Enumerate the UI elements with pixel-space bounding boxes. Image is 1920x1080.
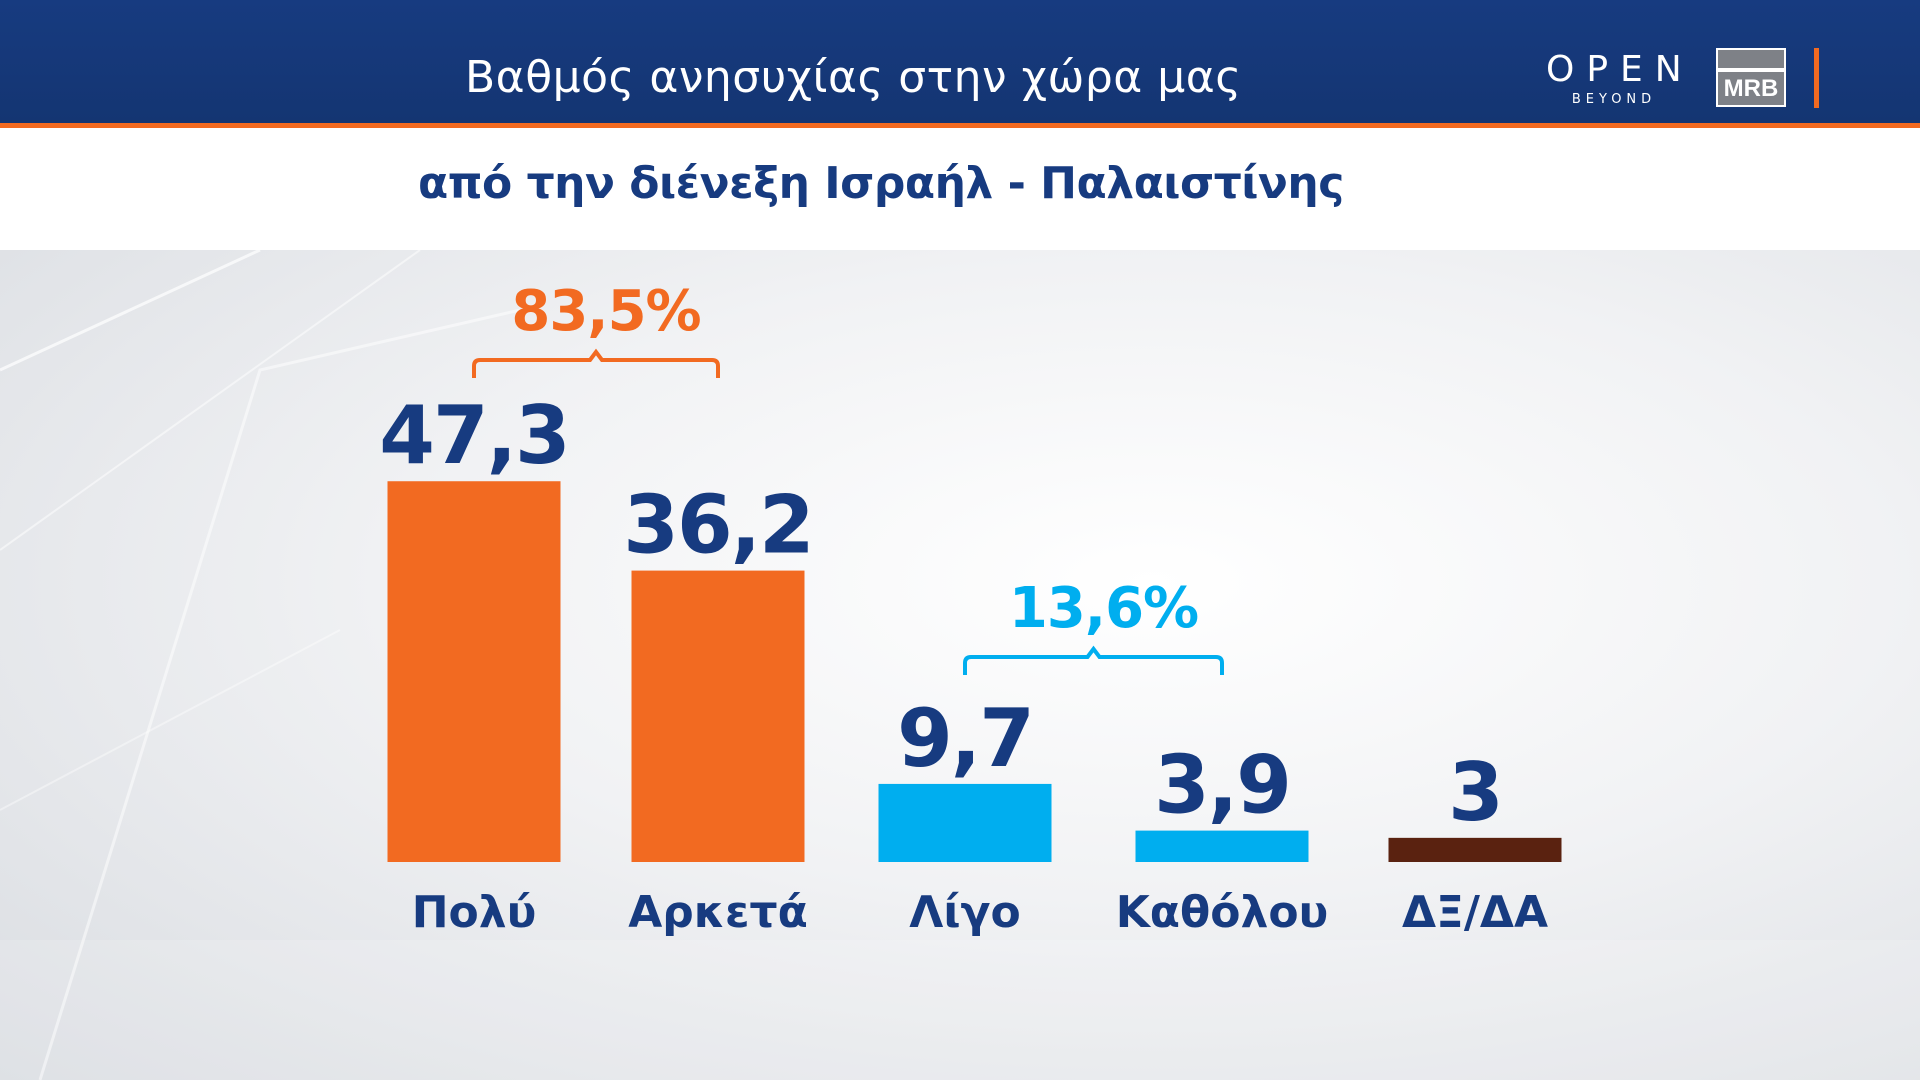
open-logo: OPEN	[1546, 49, 1694, 90]
bar-4	[1135, 830, 1309, 862]
group-total-label: 83,5%	[511, 279, 700, 344]
logo-separator	[1814, 48, 1819, 108]
page-title: Βαθμός ανησυχίας στην χώρα μας	[465, 52, 1242, 103]
bar-chart: 47,3 Πολύ 36,2 Αρκετά 9,7 Λίγο 3,9 Καθόλου 3 ΔΞ/Δ…	[379, 279, 1562, 938]
open-logo-tagline: BEYOND	[1571, 92, 1657, 107]
bar-value-label: 3,9	[1154, 739, 1290, 832]
bar-value-label: 3	[1448, 746, 1502, 839]
bar-2	[631, 570, 805, 862]
group-brace-2	[963, 645, 1224, 675]
bar-value-label: 47,3	[379, 389, 568, 482]
group-brace-1	[472, 348, 720, 378]
group-total-label: 13,6%	[1009, 576, 1198, 641]
chart-subtitle: από την διένεξη Ισραήλ - Παλαιστίνης	[418, 158, 1344, 209]
category-label: Λίγο	[909, 887, 1020, 938]
category-label: ΔΞ/ΔΑ	[1402, 887, 1548, 938]
background-decoration	[0, 250, 1920, 1080]
mrb-logo: MRB	[1716, 48, 1786, 107]
category-label: Αρκετά	[628, 887, 808, 938]
mrb-logo-text: MRB	[1718, 72, 1784, 105]
bar-3	[878, 783, 1052, 862]
header-accent-stripe	[0, 123, 1920, 128]
bar-1	[387, 481, 561, 862]
header-bar	[0, 0, 1920, 123]
mrb-logo-top-block	[1718, 50, 1784, 68]
category-label: Καθόλου	[1116, 887, 1329, 938]
bar-value-label: 36,2	[623, 479, 812, 572]
chart-area: 47,3 Πολύ 36,2 Αρκετά 9,7 Λίγο 3,9 Καθόλου 3 ΔΞ/Δ…	[0, 250, 1920, 1080]
bar-value-label: 9,7	[897, 692, 1033, 785]
bar-5	[1388, 837, 1562, 862]
category-label: Πολύ	[412, 887, 537, 938]
subtitle-band	[0, 128, 1920, 250]
